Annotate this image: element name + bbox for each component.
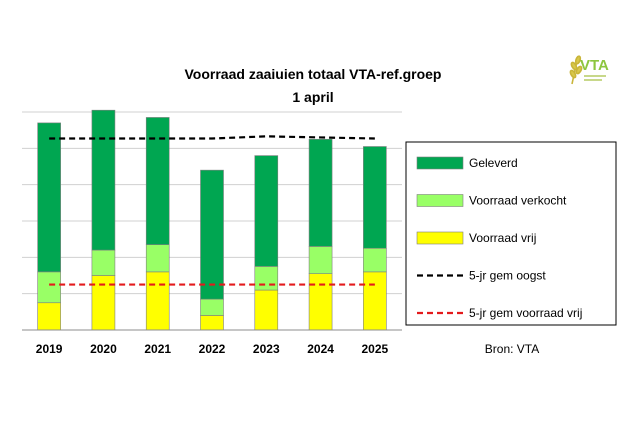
bar-voorraad-verkocht-2024 [308, 246, 333, 274]
legend-swatch-geleverd [416, 156, 464, 170]
bar-geleverd-2024 [308, 138, 333, 247]
wheat-icon [569, 55, 583, 85]
x-tick-label: 2021 [144, 342, 171, 356]
bar-geleverd-2019 [37, 122, 61, 273]
bars [37, 109, 387, 331]
logo-text: VTA [580, 57, 609, 74]
legend: Geleverd Voorraad verkocht Voorraad vrij 5-… [416, 156, 582, 320]
bar-voorraad-verkocht-2021 [145, 244, 170, 273]
bar-voorraad-vrij-2022 [200, 315, 224, 331]
bar-geleverd-2023 [254, 155, 279, 267]
legend-label-geleverd: Geleverd [469, 156, 518, 170]
x-tick-label: 2024 [307, 342, 334, 356]
bar-geleverd-2025 [363, 146, 387, 249]
bar-voorraad-vrij-2019 [37, 302, 61, 331]
x-tick-label: 2023 [253, 342, 280, 356]
x-tick-label: 2019 [36, 342, 63, 356]
legend-label-voorraad-verkocht: Voorraad verkocht [469, 194, 567, 208]
bar-voorraad-verkocht-2020 [91, 249, 116, 276]
source-note: Bron: VTA [485, 342, 539, 356]
line-5-jr-gem-oogst [49, 135, 375, 140]
bar-voorraad-verkocht-2025 [363, 247, 387, 273]
logo-tagline-mark [584, 75, 606, 77]
x-tick-label: 2025 [362, 342, 389, 356]
x-tick-label: 2022 [199, 342, 226, 356]
bar-geleverd-2022 [200, 169, 224, 300]
average-lines [49, 135, 375, 286]
bar-voorraad-verkocht-2022 [200, 298, 224, 316]
bar-voorraad-vrij-2025 [363, 271, 387, 331]
bar-geleverd-2021 [145, 117, 170, 245]
legend-label-voorraad-vrij: Voorraad vrij [469, 231, 536, 245]
logo-tagline-mark [584, 79, 602, 81]
legend-label-5-jr-gem-voorraad-vrij: 5-jr gem voorraad vrij [469, 306, 582, 320]
x-tick-label: 2020 [90, 342, 117, 356]
bar-voorraad-vrij-2021 [145, 271, 170, 331]
bar-voorraad-vrij-2023 [254, 289, 279, 331]
vta-logo: VTA [569, 55, 609, 85]
legend-swatch-voorraad-vrij [416, 231, 464, 245]
bar-geleverd-2020 [91, 109, 116, 251]
chart-title: Voorraad zaaiuien totaal VTA-ref.groep [185, 66, 442, 82]
bar-voorraad-verkocht-2023 [254, 266, 279, 291]
legend-swatch-voorraad-verkocht [416, 194, 464, 207]
bar-voorraad-verkocht-2019 [37, 271, 61, 304]
bar-voorraad-vrij-2024 [308, 273, 333, 331]
legend-label-5-jr-gem-oogst: 5-jr gem oogst [469, 269, 546, 283]
x-tick-labels: 2019 2020 2021 2022 2023 2024 2025 [36, 342, 389, 356]
chart-subtitle: 1 april [292, 89, 333, 105]
